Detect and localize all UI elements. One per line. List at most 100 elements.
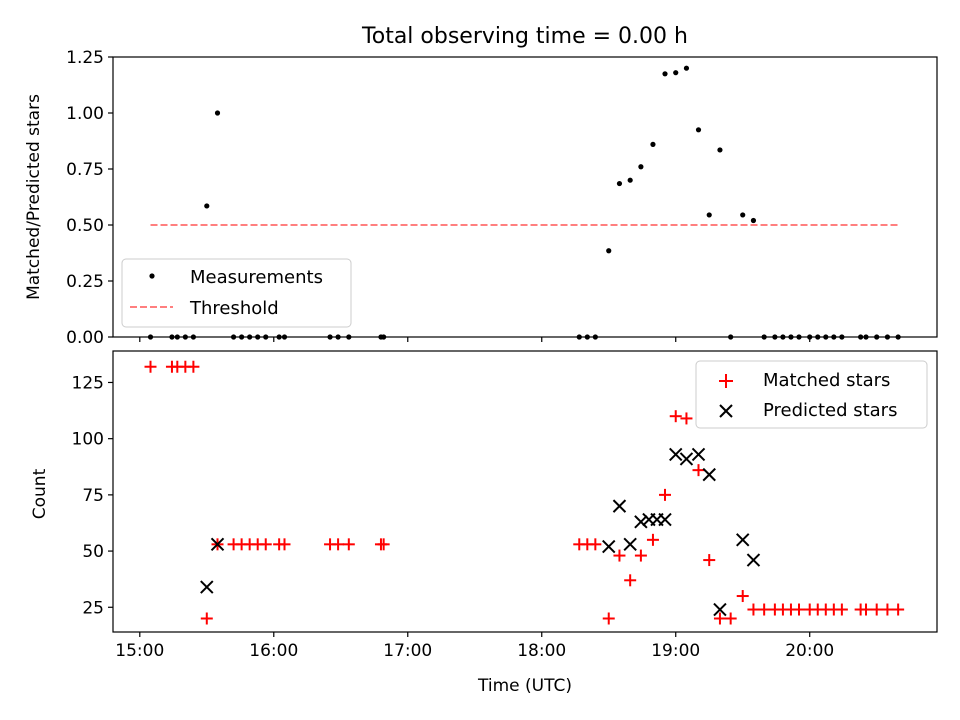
predicted-point [602,539,616,554]
top-axes-frame [112,56,938,338]
bottom-legend-frame [695,360,928,429]
predicted-point [713,602,727,617]
legend-matched-marker [719,374,733,388]
measurement-point [638,164,644,170]
predicted-point [702,467,716,482]
x-tick-label: 16:00 [249,641,298,661]
x-tick-label: 20:00 [785,641,834,661]
matched-point [187,360,200,373]
measurement-point [606,248,612,254]
top-y-axis-label: Matched/Predicted stars [24,94,44,300]
predicted-point [658,512,672,527]
y-tick-label: 1.00 [66,104,104,124]
chart-title: Total observing time = 0.00 h [361,24,688,49]
matched-point [870,603,883,616]
y-tick-label: 0.25 [66,272,104,292]
matched-point [377,538,390,551]
top-x-ticks [139,337,811,342]
y-tick-label: 50 [82,542,104,562]
bottom-plot-marks [144,360,905,625]
legend-measurements-marker [149,273,155,279]
measurement-point [616,180,623,187]
predicted-point [612,499,627,513]
legend-measurements-label: Measurements [190,267,323,288]
measurement-point [627,177,633,183]
matched-point [892,603,905,616]
x-tick-label: 15:00 [115,641,164,661]
matched-point [724,612,737,625]
measurement-point [204,203,210,209]
predicted-point [210,537,225,552]
bottom-axes-frame [112,350,938,633]
matched-point [200,612,213,625]
matched-point [669,410,682,423]
y-tick-label: 0.00 [66,328,104,348]
measurement-point [683,65,690,71]
top-y-ticks: 0.00 0.25 0.50 0.75 1.00 1.25 [66,48,113,348]
top-axes: Total observing time = 0.00 h Matched/Pr… [24,24,938,348]
predicted-point [634,515,648,529]
y-tick-label: 0.50 [66,216,104,236]
matched-point [659,488,672,501]
bottom-axes: Count Time (UTC) 25 50 75 100 125 15:00 16:00… [30,350,938,696]
measurement-point [673,70,679,76]
matched-point [342,538,355,551]
measurement-point [750,217,757,224]
top-legend-frame [121,258,352,328]
matched-point [758,603,771,616]
matched-point [602,612,615,625]
y-tick-label: 75 [82,486,104,506]
x-tick-label: 17:00 [383,641,432,661]
predicted-point [669,447,683,462]
predicted-point [623,537,637,552]
matched-point [680,412,693,425]
predicted-point [679,452,694,466]
y-tick-label: 125 [72,373,104,393]
matched-point [259,538,272,551]
legend-matched-label: Matched stars [763,370,890,391]
matched-point [646,533,659,546]
matched-point [634,549,647,562]
top-legend: Measurements Threshold [121,258,352,328]
matched-point [835,603,848,616]
x-tick-label: 19:00 [651,641,700,661]
y-tick-label: 25 [82,598,104,618]
predicted-point [200,580,214,594]
matched-point [624,574,637,587]
matched-point [692,464,705,477]
measurement-point [706,212,712,218]
predicted-point [691,447,706,462]
matched-point [613,549,626,562]
matched-point [278,538,291,551]
y-tick-label: 1.25 [66,48,104,68]
measurement-point [717,147,723,153]
matched-point [713,612,726,625]
predicted-point [746,553,761,567]
measurement-point [662,71,668,77]
x-axis-label: Time (UTC) [477,676,572,696]
y-tick-label: 0.75 [66,160,104,180]
measurement-point [650,141,656,147]
x-tick-label: 18:00 [517,641,566,661]
measurement-point [695,127,702,133]
matched-point [859,603,872,616]
matched-point [144,360,157,373]
matched-point [736,590,749,603]
legend-threshold-label: Threshold [189,298,279,319]
measurement-point [740,212,746,218]
bottom-y-ticks: 25 50 75 100 125 [72,373,113,618]
predicted-point [736,533,750,547]
bottom-legend: Matched stars Predicted stars [695,360,928,429]
bottom-x-ticks: 15:00 16:00 17:00 18:00 19:00 20:00 [115,632,834,661]
matched-point [881,603,894,616]
matched-point [792,603,805,616]
legend-predicted-marker [719,404,733,418]
matched-point [703,554,716,567]
legend-predicted-label: Predicted stars [763,400,897,421]
y-tick-label: 100 [72,430,104,450]
measurement-point [214,110,221,116]
matched-point [589,538,602,551]
matched-point [747,603,760,616]
bottom-y-axis-label: Count [30,468,50,519]
